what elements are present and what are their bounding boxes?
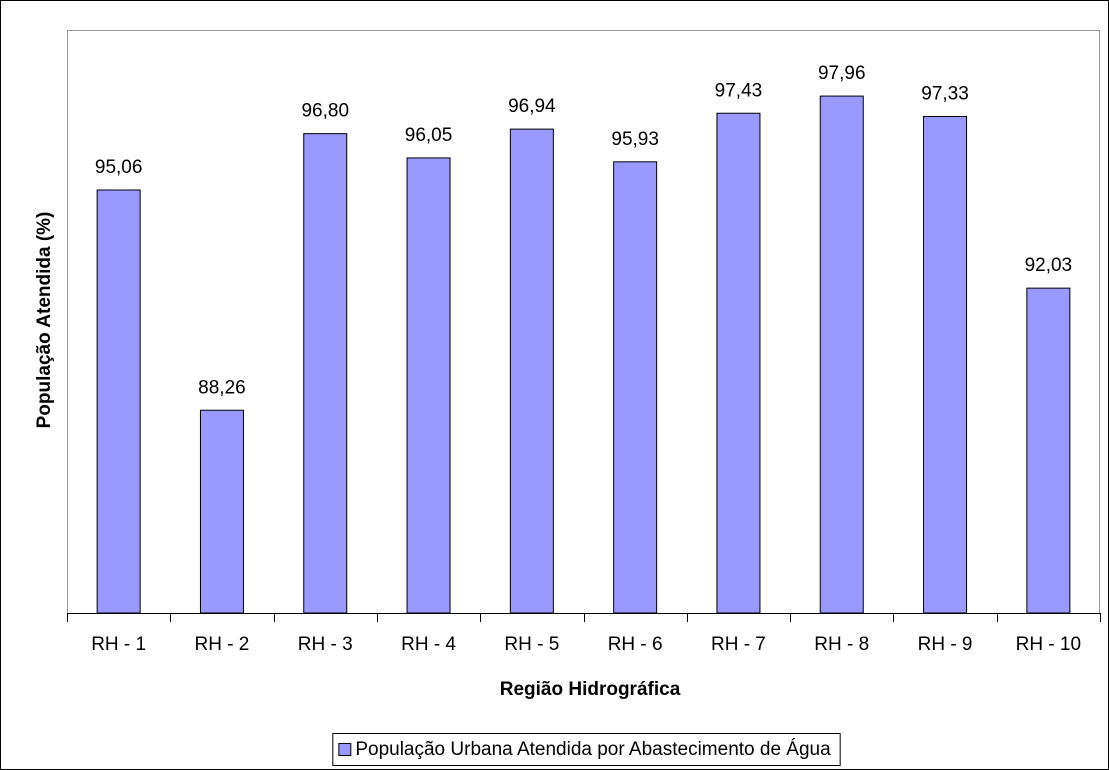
data-label: 96,05 bbox=[405, 125, 453, 146]
x-tick-label: RH - 3 bbox=[298, 634, 353, 655]
x-tick-label: RH - 9 bbox=[918, 634, 973, 655]
data-label: 97,96 bbox=[818, 63, 866, 84]
legend-label: População Urbana Atendida por Abastecime… bbox=[355, 739, 831, 760]
x-axis-label: Região Hidrográfica bbox=[500, 679, 681, 700]
bar bbox=[303, 133, 348, 614]
data-label: 96,94 bbox=[508, 96, 556, 117]
x-tick-label: RH - 7 bbox=[711, 634, 766, 655]
data-label: 97,43 bbox=[715, 80, 763, 101]
x-tick-label: RH - 5 bbox=[504, 634, 559, 655]
x-tick-label: RH - 10 bbox=[1016, 634, 1081, 655]
bar bbox=[613, 161, 658, 614]
x-tick-label: RH - 1 bbox=[91, 634, 146, 655]
x-tick-label: RH - 6 bbox=[608, 634, 663, 655]
x-tick-label: RH - 8 bbox=[814, 634, 869, 655]
data-label: 96,80 bbox=[301, 101, 349, 122]
data-label: 88,26 bbox=[198, 377, 246, 398]
bar bbox=[199, 409, 244, 614]
bar bbox=[406, 157, 451, 614]
bar bbox=[819, 95, 864, 614]
legend-box bbox=[332, 733, 841, 766]
x-tick-label: RH - 4 bbox=[401, 634, 456, 655]
bar bbox=[923, 115, 968, 614]
legend-swatch bbox=[338, 743, 352, 756]
bar bbox=[96, 189, 141, 614]
x-tick-label: RH - 2 bbox=[194, 634, 249, 655]
bar bbox=[509, 128, 554, 614]
bar bbox=[1026, 287, 1071, 614]
data-label: 97,33 bbox=[921, 83, 969, 104]
bar bbox=[716, 112, 761, 614]
data-label: 95,06 bbox=[95, 157, 143, 178]
y-axis-label: População Atendida (%) bbox=[34, 212, 55, 429]
data-label: 95,93 bbox=[611, 129, 659, 150]
data-label: 92,03 bbox=[1025, 255, 1073, 276]
